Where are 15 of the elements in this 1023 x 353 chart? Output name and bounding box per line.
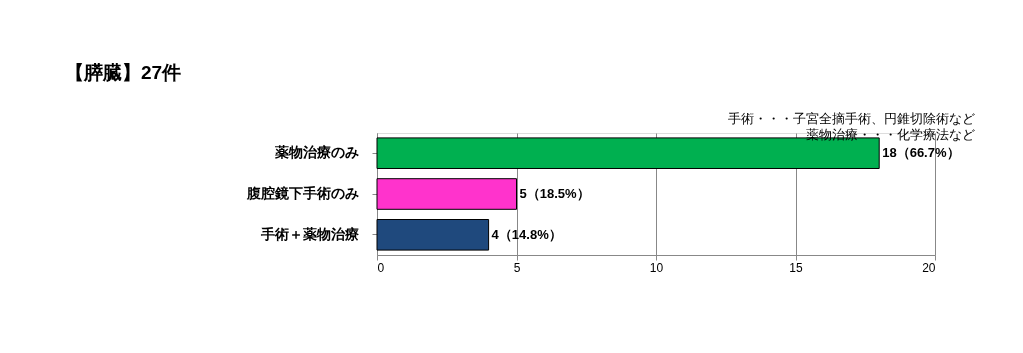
y-tick-label: 薬物治療のみ [273, 144, 359, 161]
y-tick-label: 手術＋薬物治療 [259, 225, 359, 242]
data-label: 5（18.5%） [519, 186, 590, 201]
text: 【膵臓】27件 [65, 62, 182, 83]
data-label: 18（66.7%） [882, 145, 960, 161]
data-label: 4（14.8%） [491, 226, 562, 242]
x-tick-label: 15 [789, 260, 803, 275]
x-tick-label: 20 [922, 260, 936, 275]
x-tick-label: 10 [649, 260, 664, 275]
x-tick-label: 5 [513, 260, 521, 275]
x-tick-label: 0 [377, 260, 385, 275]
bar [376, 219, 490, 251]
bar [376, 178, 517, 210]
y-tick-label: 腹腔鏡下手術のみ [245, 185, 359, 201]
text: 手術・・・子宮全摘手術、円錐切除術など [728, 111, 975, 126]
